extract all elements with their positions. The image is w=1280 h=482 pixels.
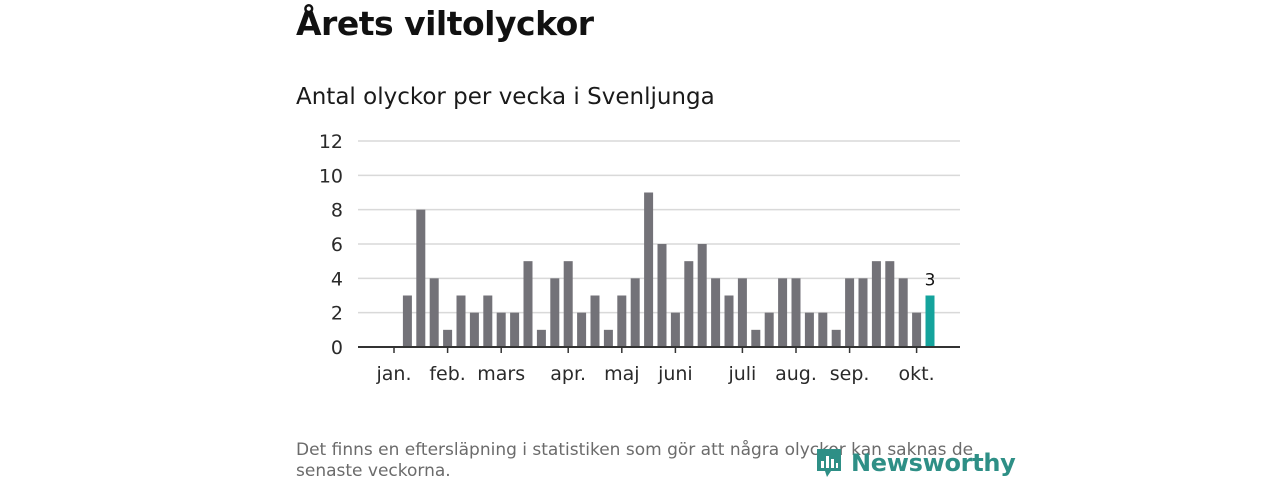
bar <box>898 278 908 347</box>
bar <box>590 295 600 347</box>
newsworthy-bar-icon <box>817 449 841 477</box>
bar <box>697 244 707 347</box>
bar <box>563 261 573 347</box>
bar <box>670 312 680 347</box>
bar <box>630 278 640 347</box>
chart-subtitle: Antal olyckor per vecka i Svenljunga <box>296 84 715 110</box>
bar <box>469 312 479 347</box>
x-axis: jan. feb. mars apr. maj juni juli aug. sep. okt. <box>358 346 960 385</box>
bars <box>402 192 935 347</box>
bar <box>603 329 613 347</box>
bar <box>778 278 788 347</box>
newsworthy-logo[interactable]: Newsworthy <box>815 446 1016 480</box>
bar <box>456 295 466 347</box>
y-tick-label: 6 <box>331 234 343 256</box>
y-tick-label: 10 <box>319 165 343 187</box>
x-tick-label: aug. <box>775 363 817 385</box>
y-tick-label: 12 <box>319 131 343 153</box>
y-tick-label: 2 <box>331 303 343 325</box>
bar-chart: 0 2 4 6 8 10 12 jan. feb. mars apr. maj juni juli aug… <box>319 131 960 385</box>
bar <box>764 312 774 347</box>
x-tick-label: mars <box>477 363 525 385</box>
bar <box>523 261 533 347</box>
bar <box>510 312 520 347</box>
x-tick-label: feb. <box>429 363 465 385</box>
bar <box>644 192 654 347</box>
x-tick-label: juni <box>657 363 693 385</box>
bar <box>684 261 694 347</box>
x-tick-label: okt. <box>899 363 935 385</box>
bar <box>912 312 922 347</box>
footnote: Det finns en eftersläpning i statistiken… <box>296 440 974 481</box>
bar <box>483 295 493 347</box>
bar <box>657 244 667 347</box>
bar <box>429 278 439 347</box>
data-labels: 3 <box>925 271 936 291</box>
bar <box>617 295 627 347</box>
highlight-bar <box>925 295 935 347</box>
newsworthy-logo-text: Newsworthy <box>851 449 1016 477</box>
bar <box>751 329 761 347</box>
bar <box>536 329 546 347</box>
bar <box>885 261 895 347</box>
x-tick-label: sep. <box>830 363 870 385</box>
y-tick-label: 8 <box>331 200 343 222</box>
bar <box>845 278 855 347</box>
bar <box>818 312 828 347</box>
bar <box>416 209 426 347</box>
bar <box>577 312 587 347</box>
bar <box>831 329 841 347</box>
bar <box>737 278 747 347</box>
y-tick-label: 4 <box>331 268 343 290</box>
bar <box>724 295 734 347</box>
page-title: Årets viltolyckor <box>296 4 594 43</box>
bar <box>443 329 453 347</box>
y-axis-ticks: 0 2 4 6 8 10 12 <box>319 131 343 359</box>
y-tick-label: 0 <box>331 337 343 359</box>
x-tick-label: maj <box>604 363 639 385</box>
x-tick-label: juli <box>727 363 756 385</box>
x-tick-label: apr. <box>550 363 586 385</box>
bar <box>402 295 412 347</box>
data-label: 3 <box>925 271 936 291</box>
bar <box>871 261 881 347</box>
x-tick-label: jan. <box>375 363 411 385</box>
bar <box>711 278 721 347</box>
bar <box>804 312 814 347</box>
bar <box>791 278 801 347</box>
bar <box>858 278 868 347</box>
bar <box>496 312 506 347</box>
bar <box>550 278 560 347</box>
